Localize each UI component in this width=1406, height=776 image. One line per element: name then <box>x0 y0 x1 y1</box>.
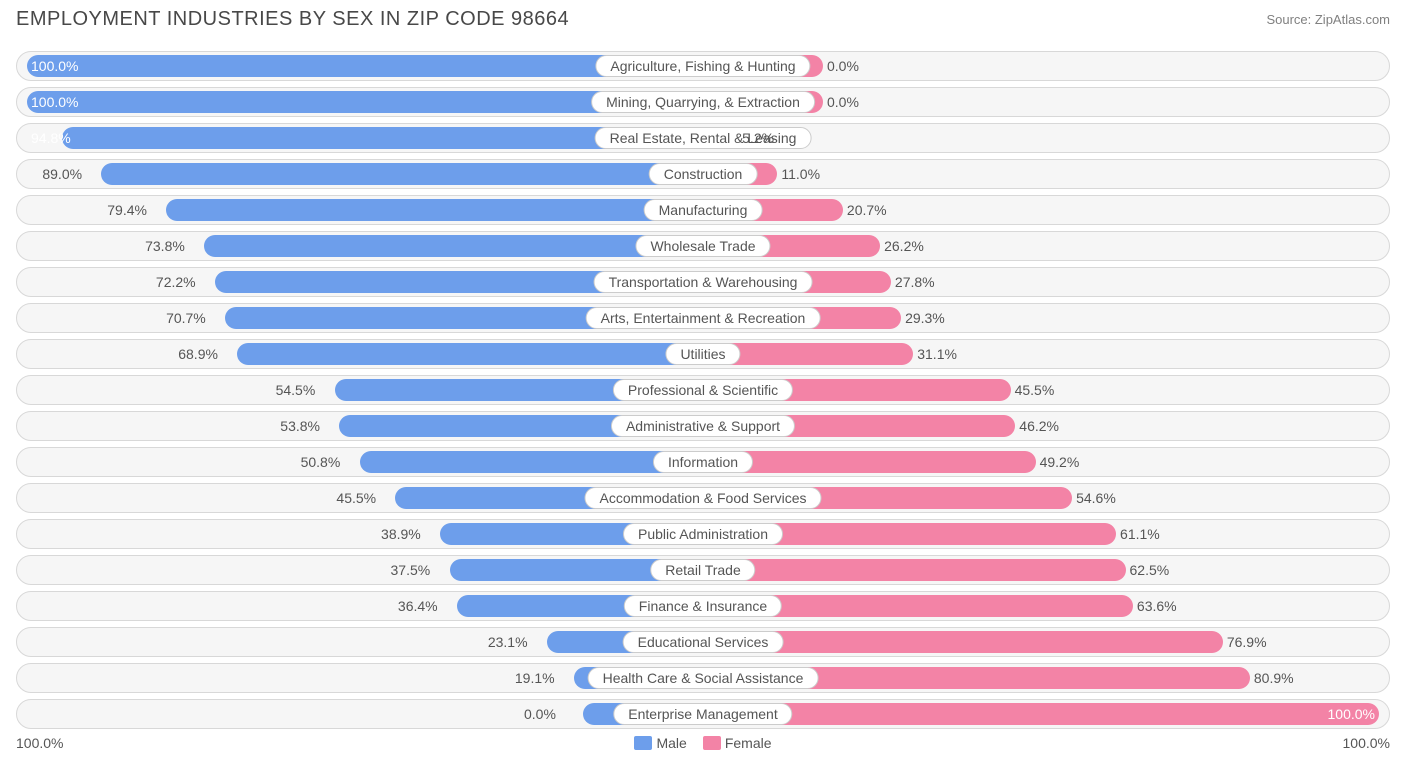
category-label: Educational Services <box>623 631 784 653</box>
chart-source: Source: ZipAtlas.com <box>1266 12 1390 27</box>
category-label: Wholesale Trade <box>635 235 770 257</box>
chart-row: Agriculture, Fishing & Hunting 100.0% 0.0% <box>16 51 1390 81</box>
female-value-label: 31.1% <box>917 346 957 362</box>
category-label: Public Administration <box>623 523 783 545</box>
category-label: Construction <box>649 163 758 185</box>
male-value-label: 45.5% <box>336 490 376 506</box>
female-value-label: 80.9% <box>1254 670 1294 686</box>
chart-area: Agriculture, Fishing & Hunting 100.0% 0.0%… <box>16 51 1390 729</box>
category-label: Manufacturing <box>644 199 763 221</box>
female-value-label: 54.6% <box>1076 490 1116 506</box>
female-value-label: 45.5% <box>1015 382 1055 398</box>
male-value-label: 100.0% <box>31 58 78 74</box>
category-label: Enterprise Management <box>613 703 792 725</box>
male-value-label: 94.8% <box>31 130 71 146</box>
legend: Male Female <box>634 735 771 751</box>
category-label: Finance & Insurance <box>624 595 782 617</box>
legend-female: Female <box>703 735 772 751</box>
male-value-label: 72.2% <box>156 274 196 290</box>
category-label: Agriculture, Fishing & Hunting <box>595 55 810 77</box>
male-value-label: 100.0% <box>31 94 78 110</box>
male-value-label: 79.4% <box>107 202 147 218</box>
female-value-label: 63.6% <box>1137 598 1177 614</box>
chart-row: Educational Services 23.1% 76.9% <box>16 627 1390 657</box>
male-bar <box>101 163 703 185</box>
male-value-label: 50.8% <box>301 454 341 470</box>
male-value-label: 54.5% <box>276 382 316 398</box>
chart-row: Administrative & Support 53.8% 46.2% <box>16 411 1390 441</box>
female-value-label: 27.8% <box>895 274 935 290</box>
male-value-label: 19.1% <box>515 670 555 686</box>
chart-row: Finance & Insurance 36.4% 63.6% <box>16 591 1390 621</box>
category-label: Utilities <box>665 343 740 365</box>
axis-left-label: 100.0% <box>16 735 63 751</box>
chart-row: Construction 89.0% 11.0% <box>16 159 1390 189</box>
female-value-label: 0.0% <box>827 58 859 74</box>
chart-row: Enterprise Management 0.0% 100.0% <box>16 699 1390 729</box>
male-value-label: 53.8% <box>280 418 320 434</box>
category-label: Arts, Entertainment & Recreation <box>586 307 821 329</box>
male-value-label: 68.9% <box>178 346 218 362</box>
chart-row: Public Administration 38.9% 61.1% <box>16 519 1390 549</box>
female-bar <box>703 559 1126 581</box>
category-label: Mining, Quarrying, & Extraction <box>591 91 815 113</box>
male-value-label: 38.9% <box>381 526 421 542</box>
legend-male-label: Male <box>656 735 686 751</box>
chart-row: Wholesale Trade 73.8% 26.2% <box>16 231 1390 261</box>
female-value-label: 76.9% <box>1227 634 1267 650</box>
male-value-label: 73.8% <box>145 238 185 254</box>
chart-row: Health Care & Social Assistance 19.1% 80.9… <box>16 663 1390 693</box>
category-label: Accommodation & Food Services <box>585 487 822 509</box>
female-value-label: 46.2% <box>1019 418 1059 434</box>
female-value-label: 0.0% <box>827 94 859 110</box>
chart-row: Professional & Scientific 54.5% 45.5% <box>16 375 1390 405</box>
chart-row: Retail Trade 37.5% 62.5% <box>16 555 1390 585</box>
chart-row: Accommodation & Food Services 45.5% 54.6% <box>16 483 1390 513</box>
female-value-label: 29.3% <box>905 310 945 326</box>
chart-row: Transportation & Warehousing 72.2% 27.8% <box>16 267 1390 297</box>
female-value-label: 20.7% <box>847 202 887 218</box>
male-value-label: 37.5% <box>391 562 431 578</box>
male-bar <box>204 235 703 257</box>
male-bar <box>360 451 703 473</box>
male-bar <box>166 199 703 221</box>
female-value-label: 26.2% <box>884 238 924 254</box>
female-value-label: 100.0% <box>1328 706 1375 722</box>
chart-row: Real Estate, Rental & Leasing 94.8% 5.2% <box>16 123 1390 153</box>
category-label: Professional & Scientific <box>613 379 793 401</box>
chart-row: Utilities 68.9% 31.1% <box>16 339 1390 369</box>
male-swatch-icon <box>634 736 652 750</box>
female-swatch-icon <box>703 736 721 750</box>
male-value-label: 23.1% <box>488 634 528 650</box>
chart-row: Manufacturing 79.4% 20.7% <box>16 195 1390 225</box>
legend-male: Male <box>634 735 686 751</box>
female-value-label: 11.0% <box>781 166 820 182</box>
chart-footer: 100.0% Male Female 100.0% <box>16 735 1390 751</box>
chart-header: EMPLOYMENT INDUSTRIES BY SEX IN ZIP CODE… <box>16 8 1390 31</box>
chart-row: Mining, Quarrying, & Extraction 100.0% 0.0… <box>16 87 1390 117</box>
chart-row: Information 50.8% 49.2% <box>16 447 1390 477</box>
male-value-label: 0.0% <box>524 706 556 722</box>
male-value-label: 89.0% <box>42 166 82 182</box>
male-bar <box>237 343 703 365</box>
category-label: Retail Trade <box>650 559 755 581</box>
female-value-label: 61.1% <box>1120 526 1160 542</box>
category-label: Transportation & Warehousing <box>594 271 813 293</box>
category-label: Health Care & Social Assistance <box>588 667 819 689</box>
category-label: Real Estate, Rental & Leasing <box>595 127 812 149</box>
female-value-label: 49.2% <box>1040 454 1080 470</box>
female-value-label: 5.2% <box>742 130 774 146</box>
female-value-label: 62.5% <box>1130 562 1170 578</box>
male-value-label: 36.4% <box>398 598 438 614</box>
chart-row: Arts, Entertainment & Recreation 70.7% 29.… <box>16 303 1390 333</box>
female-bar <box>703 703 1379 725</box>
axis-right-label: 100.0% <box>1343 735 1390 751</box>
chart-title: EMPLOYMENT INDUSTRIES BY SEX IN ZIP CODE… <box>16 8 569 31</box>
category-label: Information <box>653 451 753 473</box>
legend-female-label: Female <box>725 735 772 751</box>
male-value-label: 70.7% <box>166 310 206 326</box>
category-label: Administrative & Support <box>611 415 795 437</box>
